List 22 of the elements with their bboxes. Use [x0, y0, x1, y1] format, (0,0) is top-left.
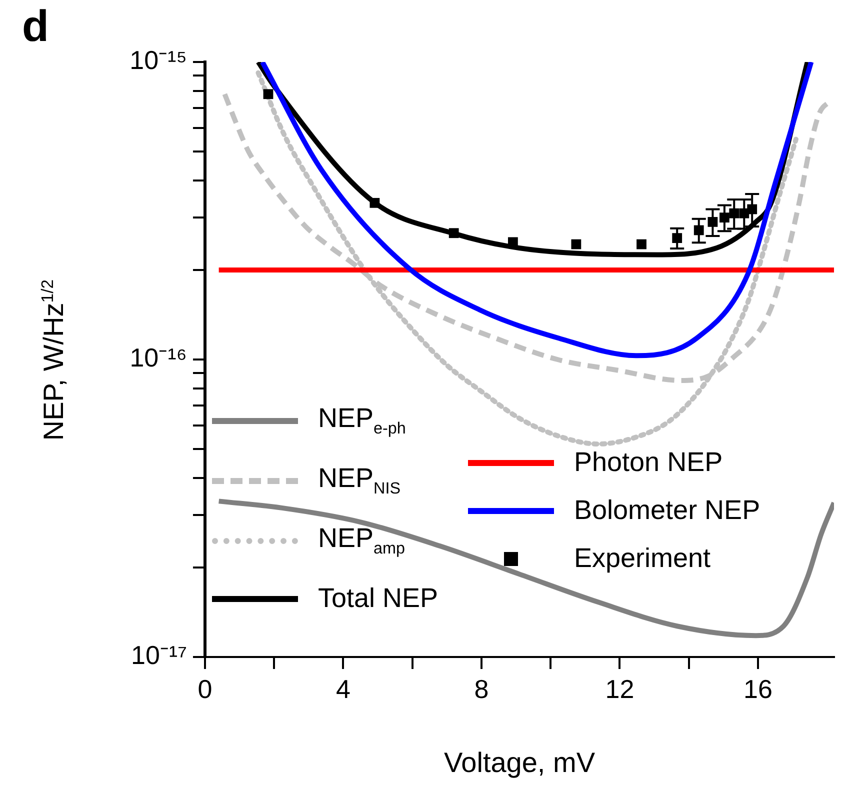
legend-label: Total NEP	[318, 583, 438, 614]
x-tick-label: 4	[336, 674, 350, 704]
x-axis-title: Voltage, mV	[444, 746, 596, 778]
point	[571, 239, 582, 250]
x-tick-label: 12	[605, 674, 634, 704]
legend-label: Experiment	[574, 543, 711, 574]
y-tick-label: 10⁻¹⁵	[130, 45, 187, 76]
point	[636, 239, 646, 250]
x-tick-label: 16	[744, 674, 772, 704]
point	[263, 89, 274, 100]
point	[370, 198, 380, 208]
legend-label: Photon NEP	[574, 447, 723, 478]
x-tick-label: 8	[474, 674, 489, 704]
y-tick-label: 10⁻¹⁷	[131, 640, 187, 670]
y-tick-label: 10⁻¹⁶	[130, 342, 187, 373]
legend-label: NEP$_{e-ph}$	[318, 403, 406, 438]
point	[448, 228, 459, 238]
legend-label: NEP$_{NIS}$	[318, 463, 401, 498]
chart-title: d	[22, 2, 49, 52]
legend-label: Bolometer NEP	[574, 495, 760, 526]
x-tick-label: 0	[198, 674, 212, 704]
legend-label: NEP$_{amp}$	[318, 523, 406, 558]
